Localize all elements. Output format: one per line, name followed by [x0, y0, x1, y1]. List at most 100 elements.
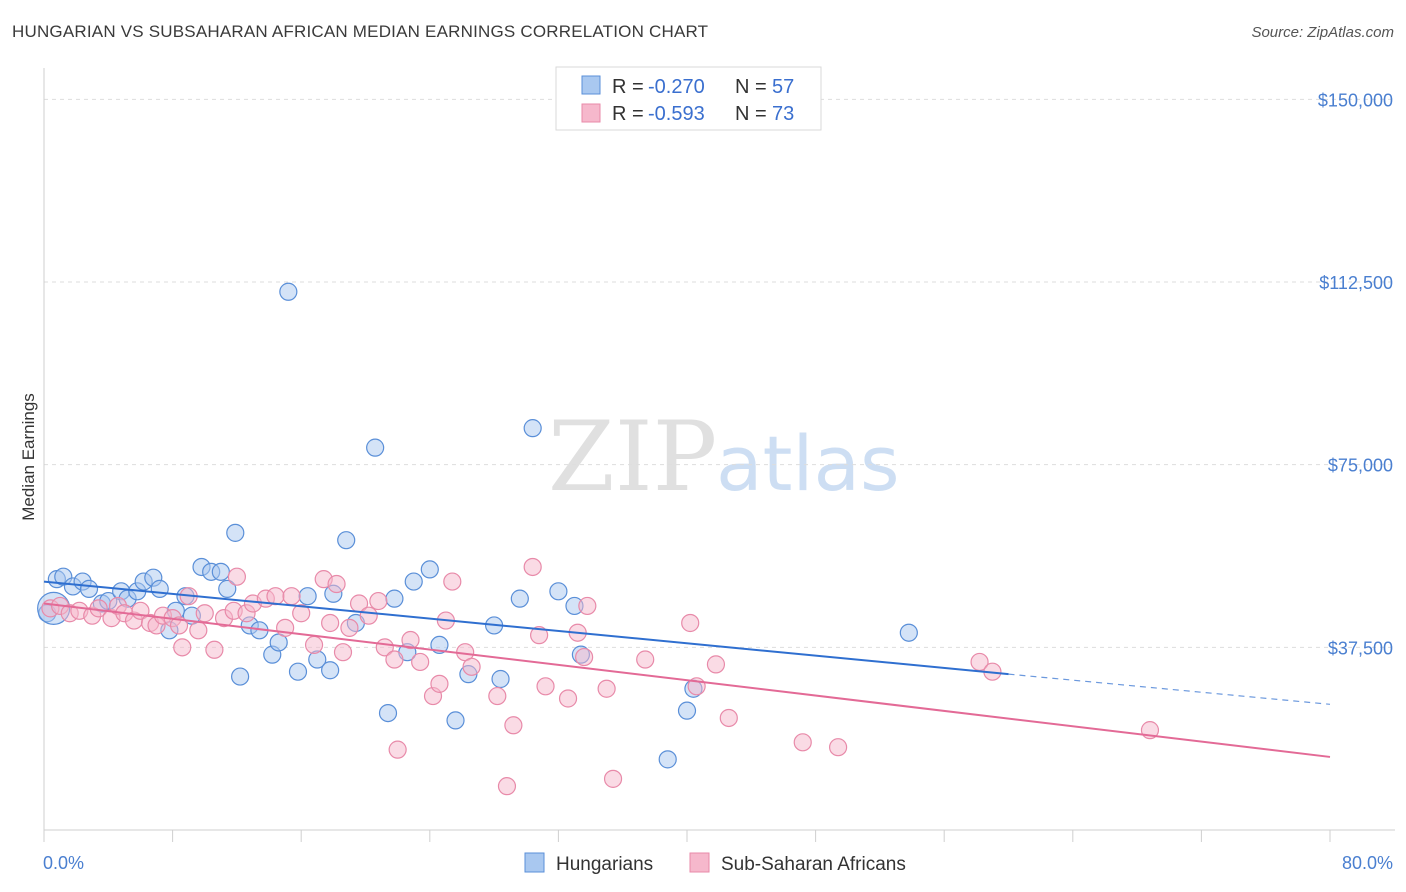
trend-lines — [43, 580, 1331, 758]
source-label: Source: ZipAtlas.com — [1251, 24, 1394, 41]
point-subsaharan — [430, 674, 449, 693]
legend-hungarians-label: Hungarians — [556, 854, 653, 875]
point-hungarians — [420, 560, 439, 579]
legend-subsaharan-swatch — [689, 852, 710, 873]
y-tick-label: $150,000 — [1318, 90, 1393, 110]
point-subsaharan — [558, 689, 578, 708]
gridlines — [44, 98, 1395, 648]
point-subsaharan — [443, 572, 462, 591]
point-subsaharan — [388, 740, 407, 759]
y-axis-label: Median Earnings — [19, 393, 38, 521]
point-hungarians — [378, 703, 398, 723]
point-subsaharan — [793, 733, 812, 752]
point-hungarians — [226, 523, 245, 542]
point-subsaharan — [411, 652, 430, 672]
y-tick-label: $75,000 — [1328, 456, 1393, 476]
y-tick-labels: $37,500 $75,000 $112,500 $150,000 — [1318, 90, 1393, 658]
point-subsaharan — [497, 777, 517, 796]
point-hungarians — [218, 579, 237, 598]
y-tick-label: $112,500 — [1319, 273, 1393, 293]
point-subsaharan — [189, 621, 208, 640]
trend-line-subsaharan — [43, 602, 1331, 758]
point-subsaharan — [829, 738, 848, 757]
point-subsaharan — [369, 591, 388, 611]
point-subsaharan — [719, 708, 738, 728]
series-legend: Hungarians Sub-Saharan Africans — [524, 852, 906, 875]
legend-swatch-pink — [581, 103, 601, 123]
point-subsaharan — [488, 686, 507, 706]
point-hungarians — [523, 419, 542, 438]
point-subsaharan — [292, 604, 311, 623]
point-subsaharan — [523, 557, 542, 577]
point-hungarians — [288, 662, 308, 681]
point-subsaharan — [340, 618, 359, 637]
point-subsaharan — [462, 657, 481, 676]
point-subsaharan — [385, 650, 404, 669]
point-subsaharan — [597, 679, 616, 698]
point-hungarians — [404, 572, 423, 591]
point-subsaharan — [401, 630, 420, 650]
point-subsaharan — [195, 604, 214, 623]
point-subsaharan — [333, 643, 353, 662]
point-subsaharan — [603, 769, 623, 788]
point-hungarians — [321, 661, 340, 680]
trend-line-hungarians-extension — [1008, 673, 1331, 705]
point-subsaharan — [504, 716, 523, 735]
point-subsaharan — [575, 647, 594, 667]
point-hungarians — [79, 579, 99, 598]
point-hungarians — [658, 750, 677, 769]
axes — [43, 68, 1395, 842]
legend-n-value-blue: 57 — [772, 76, 794, 98]
point-subsaharan — [681, 613, 700, 633]
watermark-atlas: atlas — [716, 419, 900, 508]
point-subsaharan — [530, 626, 549, 645]
point-subsaharan — [327, 574, 346, 594]
legend-hungarians-swatch — [524, 852, 545, 873]
legend-r-value-blue: -0.270 — [648, 76, 705, 98]
point-hungarians — [337, 531, 356, 550]
legend-n-label-blue: N = — [735, 76, 767, 98]
trend-line-hungarians — [43, 580, 1009, 676]
point-hungarians — [446, 711, 465, 730]
legend-subsaharan-label: Sub-Saharan Africans — [721, 854, 906, 875]
point-subsaharan — [304, 635, 324, 655]
data-points — [37, 282, 1160, 796]
watermark-zip: ZIP — [548, 401, 717, 513]
point-hungarians — [510, 589, 529, 608]
point-subsaharan — [169, 616, 189, 635]
point-hungarians — [298, 587, 317, 606]
point-hungarians — [150, 579, 169, 598]
point-hungarians — [899, 623, 918, 642]
point-hungarians — [231, 667, 250, 686]
legend-r-label-pink: R = — [612, 103, 644, 125]
legend-swatch-blue — [581, 75, 601, 95]
legend-r-label-blue: R = — [612, 76, 644, 98]
point-hungarians — [549, 582, 568, 601]
legend-r-value-pink: -0.593 — [648, 103, 705, 125]
y-tick-label: $37,500 — [1328, 638, 1393, 658]
point-subsaharan — [359, 606, 378, 625]
point-hungarians — [430, 635, 449, 655]
chart-title: HUNGARIAN VS SUBSAHARAN AFRICAN MEDIAN E… — [12, 22, 709, 41]
legend-n-value-pink: 73 — [772, 103, 794, 125]
point-subsaharan — [578, 596, 597, 616]
point-subsaharan — [282, 587, 301, 606]
x-tick-min: 0.0% — [43, 853, 84, 873]
point-hungarians — [366, 438, 385, 457]
point-hungarians — [677, 701, 697, 720]
point-hungarians — [491, 669, 510, 689]
point-hungarians — [385, 589, 404, 608]
x-tick-max: 80.0% — [1342, 853, 1393, 873]
point-subsaharan — [205, 640, 224, 659]
point-subsaharan — [706, 655, 726, 674]
point-subsaharan — [173, 638, 192, 657]
correlation-legend: R = -0.270 N = 57 R = -0.593 N = 73 — [555, 66, 822, 131]
point-subsaharan — [266, 587, 285, 606]
point-subsaharan — [227, 567, 246, 586]
point-hungarians — [279, 282, 298, 301]
point-subsaharan — [321, 613, 340, 633]
point-subsaharan — [636, 650, 655, 669]
point-hungarians — [211, 562, 230, 581]
point-subsaharan — [536, 677, 555, 696]
